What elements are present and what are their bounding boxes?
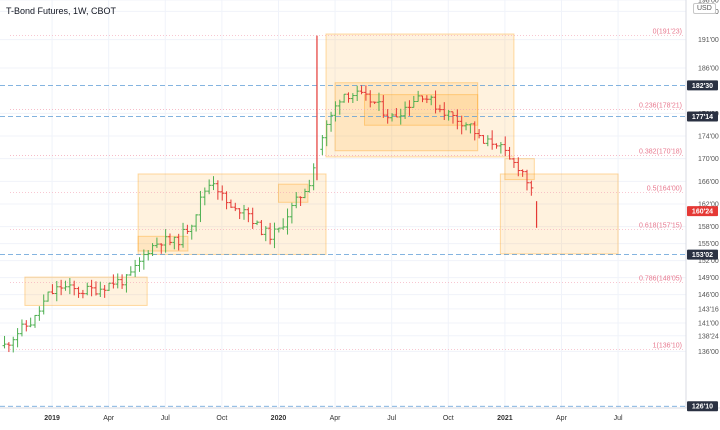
price-badge-bg [687,80,718,91]
y-tick-label: 174'00 [698,134,719,141]
x-tick-label: 2020 [271,415,287,422]
y-tick-label: 152'00 [698,258,719,265]
y-tick-label: 138'24 [698,333,719,340]
range-box [334,82,479,152]
y-tick-label: 170'00 [698,156,719,163]
y-tick-label: 141'00 [698,321,719,328]
price-badge-label: 126'10 [692,404,713,411]
price-badge-label: 182'30 [692,83,713,90]
price-badge-label: 177'14 [692,114,713,121]
fib-label: 0(191'23) [653,29,682,36]
y-tick-label: 136'00 [698,349,719,356]
price-badge-label: 153'02 [692,252,713,259]
fib-label: 0.382(170'18) [639,148,682,155]
x-tick-label: Apr [556,415,568,422]
fib-label: 0.5(164'00) [647,186,682,193]
x-tick-label: Oct [216,415,227,422]
price-badges: 182'30 177'14 160'24 153'02 126'10 [687,80,718,412]
y-tick-label: 143'16 [698,306,719,313]
price-badge-bg [687,249,718,260]
y-tick-label: 158'00 [698,224,719,231]
y-tick-label: 191'00 [698,37,719,44]
chart-title: T-Bond Futures, 1W, CBOT [6,6,117,16]
x-tick-label: Oct [443,415,454,422]
x-tick-label: Jul [161,415,170,422]
fib-label: 1(136'10) [653,343,682,350]
currency-badge[interactable]: USD [693,3,716,14]
x-tick-label: Apr [103,415,115,422]
y-tick-label: 166'00 [698,179,719,186]
range-box [277,183,309,203]
range-box [137,235,189,252]
y-tick-label: 186'00 [698,66,719,73]
fib-label: 0.236(178'21) [639,103,682,110]
x-tick-label: Jul [614,415,623,422]
y-tick-label: 149'00 [698,275,719,282]
x-tick-label: Apr [330,415,342,422]
y-tick-label: 198'00 [698,0,719,5]
axes [0,0,720,409]
price-bars [2,35,538,353]
fib-label: 0.786(148'05) [639,275,682,282]
grid [0,0,686,408]
price-badge-bg [687,111,718,122]
x-tick-label: Jul [387,415,396,422]
price-badge-label: 160'24 [692,209,713,216]
price-badge-bg [687,206,718,217]
level-lines [0,84,686,407]
y-tick-label: 155'00 [698,241,719,248]
y-tick-label: 146'00 [698,292,719,299]
y-tick-label: 162'00 [698,202,719,209]
x-axis-labels: 2019 Apr Jul Oct 2020 Apr Jul Oct 2021 Apr Jul [44,415,623,422]
x-tick-label: 2021 [497,415,513,422]
fib-label: 0.618(157'15) [639,223,682,230]
x-tick-label: 2019 [44,415,60,422]
price-badge-bg [687,401,718,412]
fib-levels: 0(191'23) 0.236(178'21) 0.382(170'18) 0.5(1… [10,29,684,350]
range-box [499,173,619,255]
range-box [137,173,327,255]
